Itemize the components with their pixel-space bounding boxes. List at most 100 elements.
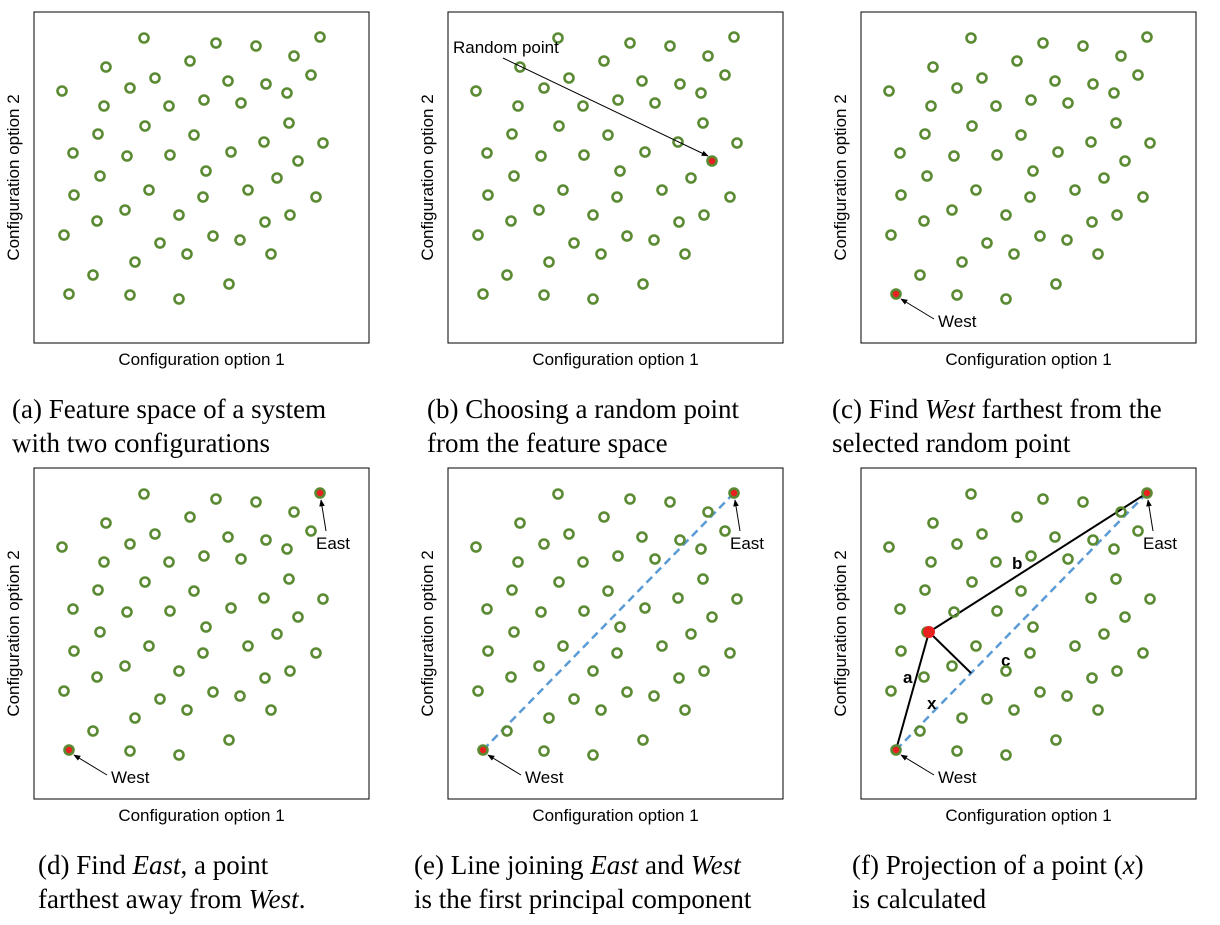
data-point bbox=[98, 556, 110, 568]
panel-a: Configuration option 1 Configuration opti… bbox=[4, 11, 370, 369]
data-point bbox=[991, 605, 1003, 617]
data-point bbox=[970, 640, 982, 652]
data-point bbox=[948, 606, 960, 618]
data-point bbox=[1111, 665, 1123, 677]
data-point bbox=[292, 155, 304, 167]
data-point bbox=[697, 573, 709, 585]
data-point bbox=[1110, 573, 1122, 585]
data-point bbox=[648, 234, 660, 246]
data-point bbox=[164, 149, 176, 161]
data-point bbox=[67, 147, 79, 159]
plot-frame bbox=[860, 467, 1197, 800]
data-point bbox=[674, 534, 686, 546]
east-arrow bbox=[1146, 499, 1154, 532]
data-point bbox=[56, 541, 68, 553]
data-point bbox=[1092, 248, 1104, 260]
data-point bbox=[149, 528, 161, 540]
data-point bbox=[695, 543, 707, 555]
data-point bbox=[1085, 592, 1097, 604]
data-point bbox=[481, 147, 493, 159]
data-point bbox=[265, 248, 277, 260]
west-label: West bbox=[111, 768, 150, 787]
data-point bbox=[223, 278, 235, 290]
data-point bbox=[1011, 55, 1023, 67]
data-point bbox=[951, 289, 963, 301]
data-point bbox=[925, 100, 937, 112]
data-point bbox=[1049, 75, 1061, 87]
data-point bbox=[883, 541, 895, 553]
data-point bbox=[948, 150, 960, 162]
caption-c-line2: selected random point bbox=[832, 428, 1071, 458]
panel-f: Configuration option 1 Configuration opti… bbox=[831, 467, 1197, 825]
data-point bbox=[1098, 628, 1110, 640]
data-point bbox=[1119, 155, 1131, 167]
data-point bbox=[706, 611, 718, 623]
data-point bbox=[100, 517, 112, 529]
data-point bbox=[481, 603, 493, 615]
data-point bbox=[976, 72, 988, 84]
data-point bbox=[1108, 543, 1120, 555]
perpendicular-segment bbox=[928, 631, 972, 674]
data-point bbox=[673, 216, 685, 228]
east-label: East bbox=[730, 534, 764, 553]
caption-c-line1: (c) Find West farthest from the bbox=[832, 394, 1162, 424]
data-point bbox=[728, 31, 740, 43]
data-point bbox=[164, 605, 176, 617]
data-point bbox=[121, 150, 133, 162]
highlighted-point bbox=[706, 155, 718, 167]
data-point bbox=[121, 606, 133, 618]
data-point bbox=[210, 493, 222, 505]
data-point bbox=[636, 75, 648, 87]
panel-e: Configuration option 1 Configuration opti… bbox=[418, 467, 784, 825]
data-point bbox=[1050, 278, 1062, 290]
data-point bbox=[1015, 585, 1027, 597]
data-point bbox=[119, 204, 131, 216]
data-point bbox=[1115, 50, 1127, 62]
data-point bbox=[919, 128, 931, 140]
data-point bbox=[1052, 146, 1064, 158]
data-point bbox=[895, 189, 907, 201]
data-point bbox=[587, 209, 599, 221]
data-point bbox=[181, 248, 193, 260]
caption-a-line1: (a) Feature space of a system bbox=[12, 394, 327, 424]
data-point bbox=[58, 685, 70, 697]
data-point bbox=[595, 704, 607, 716]
data-point bbox=[724, 191, 736, 203]
data-point bbox=[578, 605, 590, 617]
caption-f: (f) Projection of a point (x) is calcula… bbox=[852, 848, 1144, 916]
caption-d-line2: farthest away from West. bbox=[38, 884, 306, 914]
data-point bbox=[1144, 593, 1156, 605]
data-point bbox=[198, 550, 210, 562]
data-point bbox=[1025, 550, 1037, 562]
data-point bbox=[181, 704, 193, 716]
data-point bbox=[1144, 137, 1156, 149]
data-point bbox=[577, 100, 589, 112]
data-point bbox=[1034, 686, 1046, 698]
data-point bbox=[91, 671, 103, 683]
data-point bbox=[100, 61, 112, 73]
data-point bbox=[1034, 230, 1046, 242]
data-point bbox=[664, 496, 676, 508]
data-point bbox=[1087, 534, 1099, 546]
data-point bbox=[87, 269, 99, 281]
caption-a: (a) Feature space of a system with two c… bbox=[12, 392, 326, 460]
data-point bbox=[538, 538, 550, 550]
data-point bbox=[68, 189, 80, 201]
data-point bbox=[612, 94, 624, 106]
segment-c-label: c bbox=[1001, 651, 1010, 670]
data-point bbox=[67, 603, 79, 615]
highlighted-point bbox=[1141, 487, 1153, 499]
data-point bbox=[63, 288, 75, 300]
west-arrow bbox=[900, 298, 935, 320]
data-point bbox=[56, 85, 68, 97]
data-point bbox=[918, 215, 930, 227]
data-point bbox=[679, 248, 691, 260]
caption-b-line2: from the feature space bbox=[427, 428, 668, 458]
east-arrow bbox=[733, 499, 741, 532]
data-point bbox=[685, 628, 697, 640]
data-point bbox=[624, 37, 636, 49]
data-point bbox=[225, 602, 237, 614]
data-point bbox=[1087, 78, 1099, 90]
data-point bbox=[1024, 191, 1036, 203]
east-arrow bbox=[319, 499, 327, 532]
